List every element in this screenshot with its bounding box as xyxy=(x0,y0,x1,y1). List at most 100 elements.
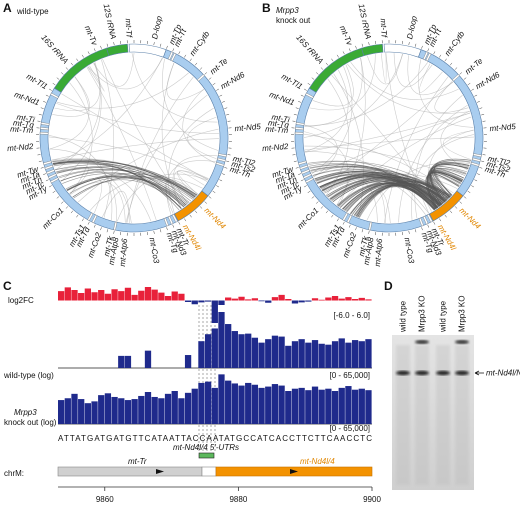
ring-tick xyxy=(427,224,430,228)
fc-bar xyxy=(351,299,359,301)
chord xyxy=(166,160,216,215)
ring-tick xyxy=(76,58,79,62)
chord xyxy=(102,58,186,206)
ring-tick xyxy=(481,160,485,162)
ring-tick xyxy=(433,221,436,225)
gene-label: mt-Nd4 xyxy=(203,206,228,231)
coverage-bar xyxy=(238,334,245,368)
trna-mark xyxy=(305,177,314,184)
chord xyxy=(346,184,436,212)
lane-smear xyxy=(436,345,450,485)
coverage-bar xyxy=(278,336,285,368)
coverage-bar xyxy=(338,387,345,424)
chord xyxy=(350,61,459,100)
ring-tick xyxy=(43,101,47,103)
coverage-bar xyxy=(331,341,339,368)
coverage-bar xyxy=(305,390,312,424)
band-arrow xyxy=(474,370,484,376)
chord xyxy=(330,178,444,204)
coverage-bar xyxy=(144,392,152,424)
fc-bar xyxy=(331,296,339,301)
chord xyxy=(101,59,114,218)
ring-tick xyxy=(304,88,307,91)
gene-label: mt-Tl1 xyxy=(280,72,304,91)
fc-bar xyxy=(265,300,272,303)
trna-mark xyxy=(197,74,205,82)
gene-label: mt-Ti xyxy=(271,112,291,124)
chord xyxy=(53,161,192,202)
ring-tick xyxy=(304,185,307,188)
coverage-bar xyxy=(358,341,365,368)
ring-tick xyxy=(87,221,90,225)
chord xyxy=(61,93,209,181)
ring-tick xyxy=(93,224,96,228)
trna-mark xyxy=(171,213,178,223)
ring-tick xyxy=(474,179,478,182)
ring-tick xyxy=(56,196,60,199)
chord xyxy=(67,174,193,200)
x-tick-label: 9900 xyxy=(363,495,381,504)
ring-tick xyxy=(219,94,223,97)
trna-mark xyxy=(218,153,227,158)
coverage-bar xyxy=(84,403,92,424)
coverage-bar xyxy=(271,335,279,368)
ring-tick xyxy=(361,229,364,233)
fc-bar xyxy=(171,291,178,301)
chord xyxy=(77,128,219,203)
ring-tick xyxy=(45,94,49,97)
ring-tick xyxy=(166,45,168,49)
gene-label: 12S rRNA xyxy=(356,3,372,40)
fc-bar xyxy=(225,297,232,301)
coverage-bar xyxy=(331,391,339,424)
fc-bar xyxy=(251,298,259,301)
trna-mark xyxy=(301,169,310,175)
ring-tick xyxy=(38,160,42,162)
chord xyxy=(187,116,217,160)
coverage-bar xyxy=(351,340,359,368)
coverage-bar xyxy=(58,400,65,424)
ring-tick xyxy=(348,48,351,52)
trna-mark xyxy=(418,217,424,227)
ring-tick xyxy=(479,107,483,109)
ring-tick xyxy=(439,54,442,58)
gene-label: mt-Cytb xyxy=(443,29,467,58)
ring-tick xyxy=(427,48,430,52)
fc-bar xyxy=(151,289,158,301)
utr-box xyxy=(198,452,215,459)
chord xyxy=(319,175,439,208)
ring-tick xyxy=(474,94,478,97)
fc-bar xyxy=(318,299,325,301)
coverage-bar xyxy=(164,393,172,424)
ring-tick xyxy=(199,206,203,209)
fc-bar xyxy=(138,290,145,301)
chord xyxy=(433,163,469,198)
ring-tick xyxy=(444,58,447,62)
trna-mark xyxy=(295,122,305,126)
ring-tick xyxy=(212,190,216,194)
chrom-label: chrM: xyxy=(4,469,24,478)
trna-mark xyxy=(40,122,50,126)
band xyxy=(455,370,469,376)
coverage-bar xyxy=(204,381,212,424)
ring-tick xyxy=(113,42,115,46)
fc-bar xyxy=(191,300,198,305)
gene-label: mt-Tq xyxy=(13,118,35,130)
ring-tick xyxy=(414,229,417,233)
ring-tick xyxy=(421,227,423,231)
ring-tick xyxy=(37,120,41,122)
chord xyxy=(53,163,182,209)
chord xyxy=(350,185,437,215)
chord xyxy=(303,54,404,138)
track-label: log2FC xyxy=(8,296,34,305)
coverage-bar xyxy=(238,385,245,424)
chord xyxy=(69,177,187,206)
ring-tick xyxy=(331,58,334,62)
ring-tick xyxy=(178,51,181,55)
chord xyxy=(52,76,90,117)
ring-tick xyxy=(293,160,297,162)
ring-tick xyxy=(355,227,357,231)
gene-label: mt-Te xyxy=(208,56,230,76)
trna-mark xyxy=(425,52,432,62)
coverage-bar xyxy=(198,341,205,368)
ring-tick xyxy=(194,210,198,214)
